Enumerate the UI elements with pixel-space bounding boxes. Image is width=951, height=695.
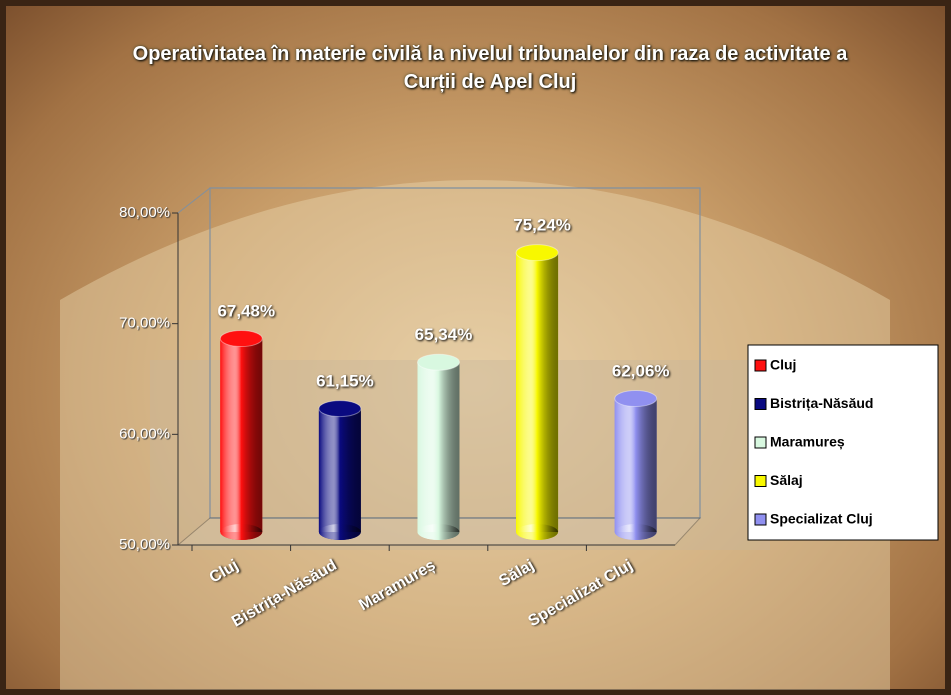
- y-tick-label: 80,00%: [119, 204, 170, 221]
- bar-base-shade: [418, 524, 460, 540]
- value-label: 65,34%: [415, 325, 473, 344]
- bar-base-shade: [615, 524, 657, 540]
- bar-cap: [418, 354, 460, 370]
- legend-swatch: [755, 399, 766, 410]
- bar-base-shade: [220, 524, 262, 540]
- legend-label: Cluj: [770, 357, 796, 373]
- bar-cap: [615, 391, 657, 407]
- value-label: 67,48%: [217, 302, 275, 321]
- legend-swatch: [755, 476, 766, 487]
- value-label: 62,06%: [612, 362, 670, 381]
- legend-label: Maramureș: [770, 434, 845, 450]
- chart-title: Operativitatea în materie civilă la nive…: [110, 40, 870, 96]
- bar-base-shade: [319, 524, 361, 540]
- legend-label: Bistrița-Năsăud: [770, 395, 873, 411]
- y-tick-label: 50,00%: [119, 536, 170, 553]
- y-tick-label: 70,00%: [119, 315, 170, 332]
- bar-shade: [516, 253, 558, 532]
- chart-page: 50,00%60,00%70,00%80,00%67,48%ClujCluj61…: [0, 0, 951, 695]
- bar-base-shade: [516, 524, 558, 540]
- bar-cap: [220, 331, 262, 347]
- legend-swatch: [755, 360, 766, 371]
- y-tick-label: 60,00%: [119, 425, 170, 442]
- legend-swatch: [755, 437, 766, 448]
- bar-shade: [220, 339, 262, 532]
- value-label: 75,24%: [513, 216, 571, 235]
- bar-shade: [319, 409, 361, 532]
- axis-edge: [178, 188, 210, 213]
- bar-cap: [319, 401, 361, 417]
- bar-cap: [516, 245, 558, 261]
- legend-label: Sălaj: [770, 472, 803, 488]
- value-label: 61,15%: [316, 372, 374, 391]
- bar-shade: [615, 399, 657, 532]
- legend-swatch: [755, 514, 766, 525]
- bar-shade: [418, 362, 460, 532]
- chart: 50,00%60,00%70,00%80,00%67,48%ClujCluj61…: [0, 0, 951, 695]
- legend-label: Specializat Cluj: [770, 511, 873, 527]
